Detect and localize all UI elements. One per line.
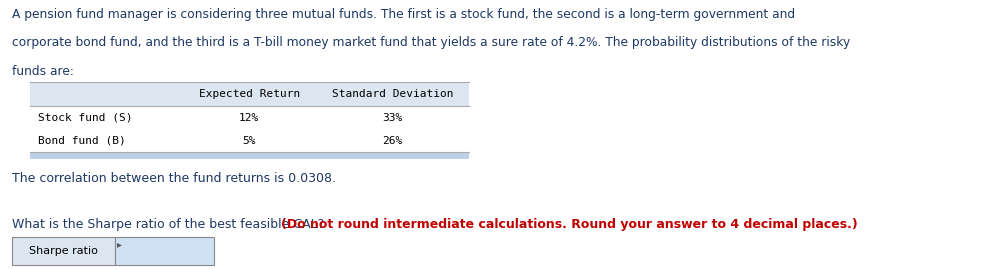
- Text: Standard Deviation: Standard Deviation: [331, 89, 453, 99]
- Text: corporate bond fund, and the third is a T-bill money market fund that yields a s: corporate bond fund, and the third is a …: [12, 36, 849, 49]
- Text: 33%: 33%: [382, 113, 402, 123]
- Text: Stock fund (S): Stock fund (S): [37, 113, 132, 123]
- Text: A pension fund manager is considering three mutual funds. The first is a stock f: A pension fund manager is considering th…: [12, 8, 794, 21]
- Text: 12%: 12%: [239, 113, 259, 123]
- Text: 26%: 26%: [382, 136, 402, 146]
- Text: (Do not round intermediate calculations. Round your answer to 4 decimal places.): (Do not round intermediate calculations.…: [281, 218, 857, 231]
- Text: Expected Return: Expected Return: [198, 89, 300, 99]
- Text: Bond fund (B): Bond fund (B): [37, 136, 125, 146]
- Text: The correlation between the fund returns is 0.0308.: The correlation between the fund returns…: [12, 172, 335, 185]
- Text: What is the Sharpe ratio of the best feasible CAL?: What is the Sharpe ratio of the best fea…: [12, 218, 327, 231]
- Text: 5%: 5%: [243, 136, 255, 146]
- Text: funds are:: funds are:: [12, 65, 74, 77]
- Text: ▸: ▸: [117, 239, 122, 249]
- Text: Sharpe ratio: Sharpe ratio: [30, 246, 98, 256]
